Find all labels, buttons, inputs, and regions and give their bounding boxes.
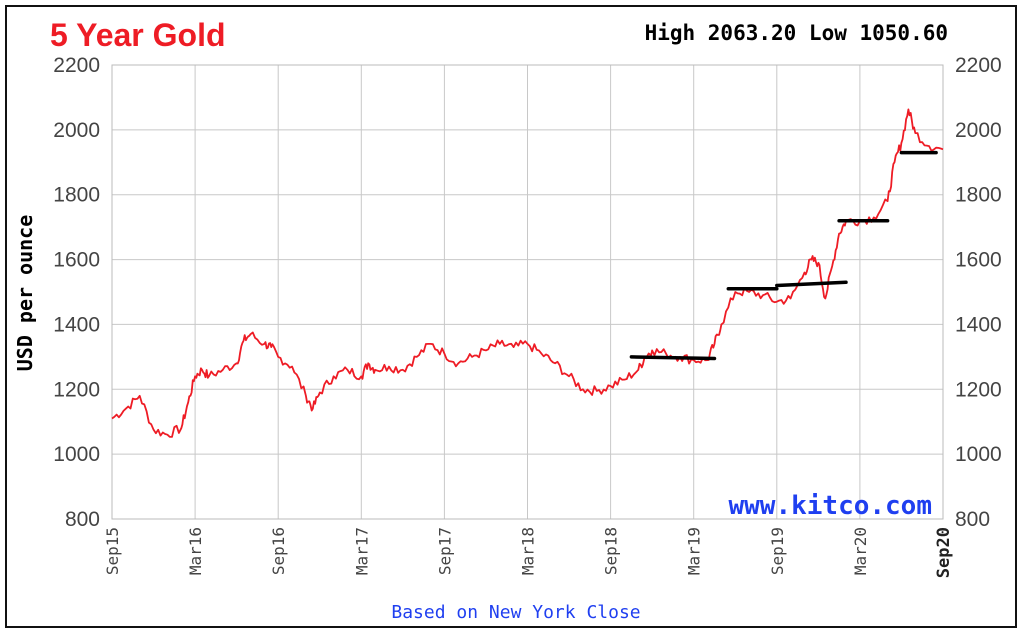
chart-title: 5 Year Gold [50,17,226,53]
x-tick-label: Sep18 [602,527,621,575]
y-tick-label-left: 2000 [53,119,100,142]
chart-frame [5,5,1017,628]
x-tick-label: Sep19 [768,527,787,575]
x-tick-label: Sep15 [103,527,122,575]
y-tick-label-left: 1200 [53,378,100,401]
plot-border [111,64,944,520]
y-tick-label-right: 2000 [955,119,1002,142]
x-tick-label: Mar20 [851,527,870,575]
y-tick-label-left: 2200 [53,54,100,77]
high-low-label: High 2063.20 Low 1050.60 [645,21,948,45]
y-tick-label-right: 1800 [955,184,1002,207]
grid [111,64,944,520]
x-tick-label: Mar17 [352,527,371,575]
y-tick-label-right: 2200 [955,54,1002,77]
y-tick-label-right: 1000 [955,443,1002,466]
y-tick-label-right: 800 [955,508,990,531]
x-tick-label: Sep16 [269,527,288,575]
x-tick-label: Mar16 [186,527,205,575]
y-tick-label-left: 1600 [53,249,100,272]
y-tick-label-left: 1000 [53,443,100,466]
gold-price-line [111,108,944,438]
chart-footer: Based on New York Close [391,602,640,623]
y-ticks: 2200 2200 2000 2000 1800 1800 1600 1600 1400 1400… [53,54,1001,531]
x-tick-label: Sep17 [435,527,454,575]
y-tick-label-right: 1400 [955,313,1002,336]
x-tick-label: Sep20 [934,527,954,578]
x-ticks: Sep15 Mar16 Sep16 Mar17 Sep17 Mar18 Sep18 Mar19… [103,527,954,578]
x-tick-label: Mar18 [519,527,538,575]
y-tick-label-left: 1800 [53,184,100,207]
overlay-line [775,280,848,288]
overlay-group [629,150,938,361]
y-tick-label-right: 1600 [955,249,1002,272]
series-group [111,108,944,438]
y-tick-label-right: 1200 [955,378,1002,401]
y-axis-label: USD per ounce [13,215,37,372]
overlay-line [629,355,717,361]
kitco-watermark: www.kitco.com [729,491,933,521]
y-tick-label-left: 800 [65,508,100,531]
y-tick-label-left: 1400 [53,313,100,336]
x-tick-label: Mar19 [685,527,704,575]
